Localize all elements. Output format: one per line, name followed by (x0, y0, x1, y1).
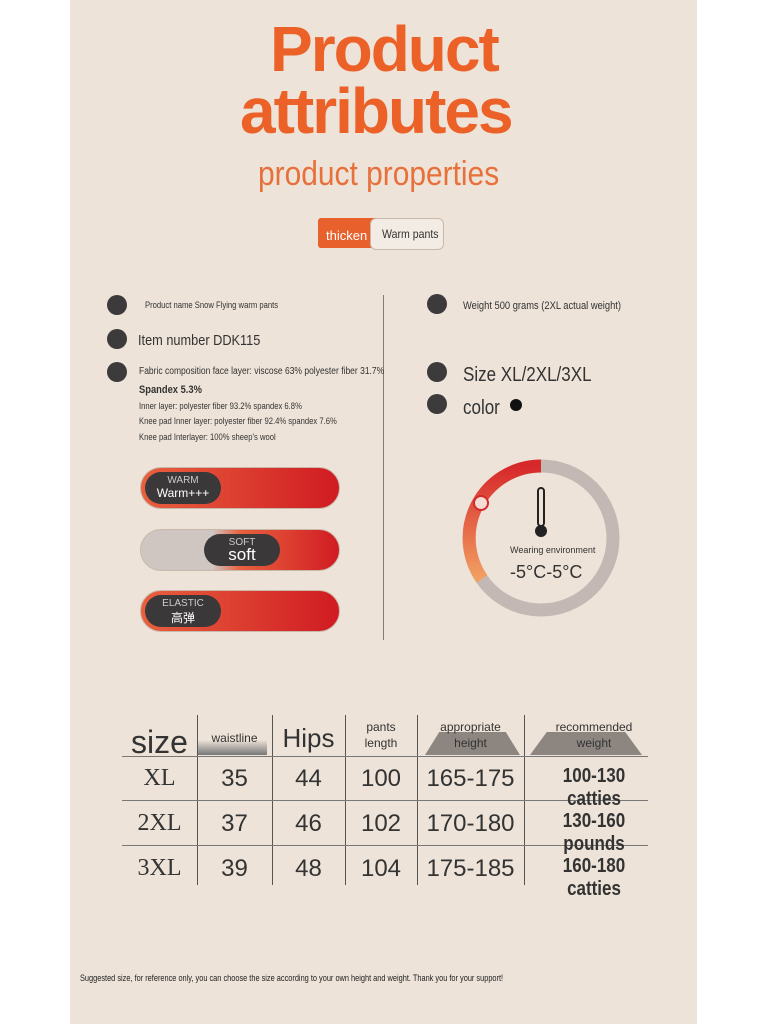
divider (383, 295, 384, 640)
slider: ELASTIC 高弹 (140, 590, 340, 632)
table-cell: 35 (221, 765, 248, 792)
slider-label: SOFT (228, 537, 256, 548)
table-cell: 170-180 (426, 810, 515, 837)
title: attributes (240, 75, 514, 147)
table-header: size (131, 724, 188, 760)
table-header: Hips (282, 723, 335, 753)
attribute: Inner layer: polyester fiber 93.2% spand… (139, 401, 302, 411)
table-cell: 44 (295, 765, 322, 792)
table-cell: XL (143, 765, 176, 791)
tag-bg (370, 218, 444, 250)
table-header: waistline (211, 731, 258, 745)
table-header: appropriate height (440, 720, 501, 750)
table-cell: 39 (221, 855, 248, 882)
slider-value: soft (228, 545, 256, 564)
tag-bg (318, 218, 378, 248)
table-cell: 100 (360, 765, 402, 792)
table-header: pants length (364, 720, 398, 750)
table-cell: 37 (221, 810, 248, 837)
icon (107, 295, 127, 315)
slider-knob: ELASTIC 高弹 (145, 595, 221, 627)
gauge-range: -5°C-5°C (510, 562, 583, 582)
gauge-dot (473, 495, 489, 511)
row-line (122, 800, 648, 801)
gauge (462, 459, 620, 617)
icon (107, 362, 127, 382)
table-cell: 104 (360, 855, 402, 882)
table-cell: 3XL (137, 855, 182, 881)
thermometer (537, 487, 545, 527)
attribute: Knee pad Interlayer: 100% sheep's wool (139, 432, 276, 442)
footnote: Suggested size, for reference only, you … (80, 973, 504, 983)
slider-knob: WARM Warm+++ (145, 472, 221, 504)
attribute: Item number DDK115 (138, 332, 261, 349)
slider-label: WARM (167, 475, 199, 486)
thermometer (535, 525, 547, 537)
table-cell: 48 (295, 855, 322, 882)
attribute: Product name Snow Flying warm pants (145, 300, 279, 310)
row-line (122, 845, 648, 846)
subtitle: product properties (258, 155, 500, 193)
icon (427, 394, 447, 414)
table-cell: 130-160 pounds (562, 810, 626, 855)
table-cell: 2XL (137, 810, 182, 836)
title: Product (270, 13, 500, 85)
slider-value: Warm+++ (156, 486, 210, 500)
header-shade (197, 740, 267, 755)
gauge-label: Wearing environment (510, 545, 596, 555)
icon (107, 329, 127, 349)
tag: thicken (326, 228, 368, 243)
slider-knob: SOFT soft (204, 534, 280, 566)
header-shade (425, 732, 520, 755)
icon (427, 294, 447, 314)
table-cell: 175-185 (426, 855, 515, 882)
attribute: Knee pad Inner layer: polyester fiber 92… (139, 416, 337, 426)
attribute: Size XL/2XL/3XL (463, 364, 592, 386)
tag: Warm pants (382, 227, 439, 241)
slider-label: ELASTIC (162, 598, 204, 609)
header-shade (530, 732, 642, 755)
table-cell: 102 (360, 810, 402, 837)
table-cell: 165-175 (426, 765, 515, 792)
slider: WARM Warm+++ (140, 467, 340, 509)
table-cell: 160-180 catties (562, 855, 626, 900)
attribute: Fabric composition face layer: viscose 6… (139, 366, 385, 377)
slider: SOFT soft (140, 529, 340, 571)
table-cell: 100-130 catties (562, 765, 626, 810)
color-swatch (510, 399, 522, 411)
attribute: Spandex 5.3% (139, 384, 202, 396)
attribute: color (463, 397, 500, 419)
attribute: Weight 500 grams (2XL actual weight) (463, 300, 621, 312)
row-line (122, 756, 648, 757)
table-cell: 46 (295, 810, 322, 837)
slider-value: 高弹 (170, 611, 195, 625)
icon (427, 362, 447, 382)
table-header: recommended weight (555, 720, 633, 750)
